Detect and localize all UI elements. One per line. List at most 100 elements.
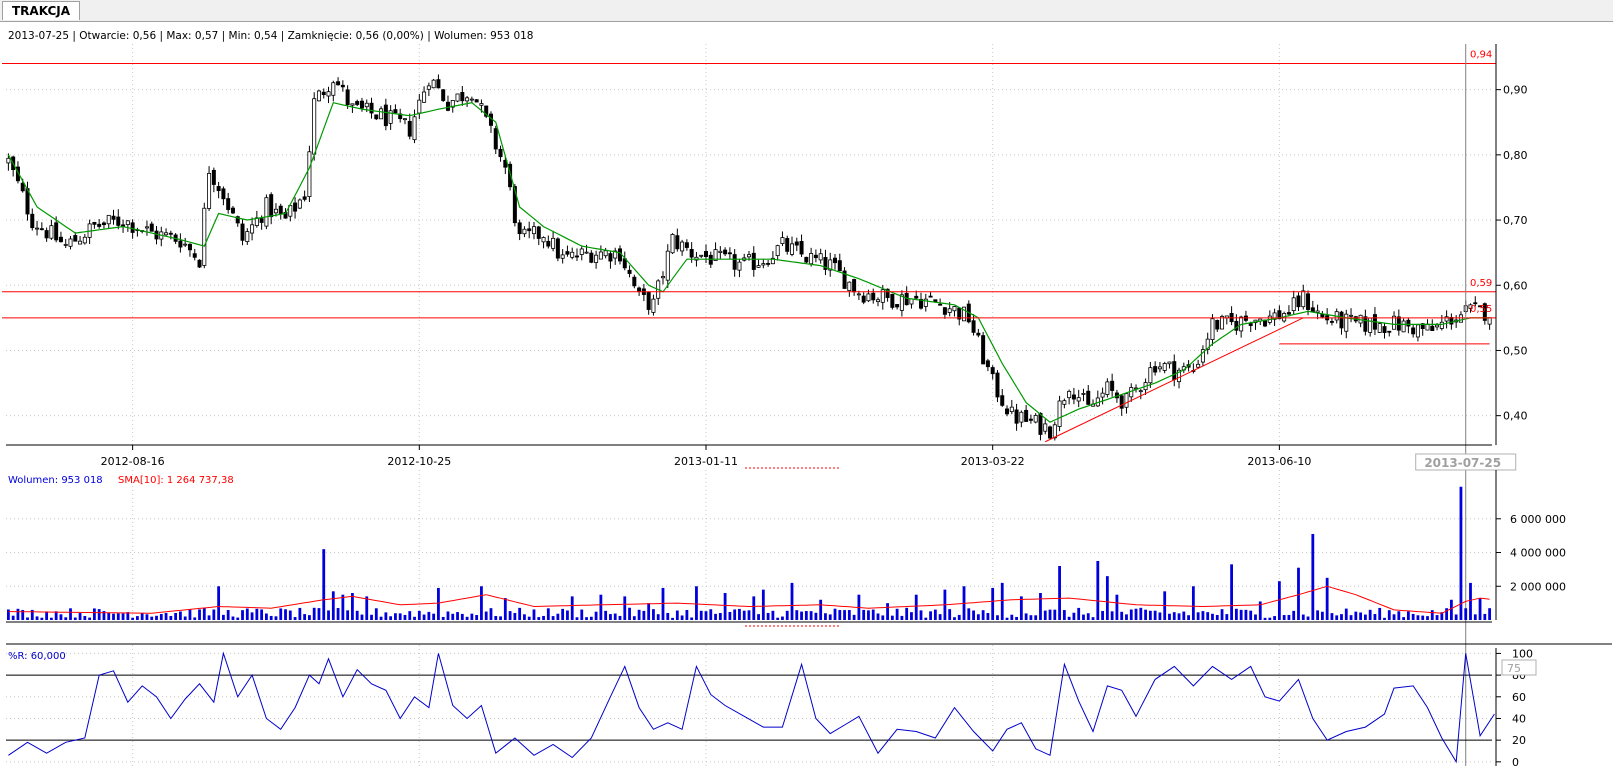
candle-body bbox=[211, 169, 216, 185]
candle-body bbox=[312, 98, 317, 155]
volume-bar bbox=[771, 610, 775, 620]
candle-body bbox=[1396, 316, 1401, 331]
candle-body bbox=[469, 98, 474, 101]
wr-y-tick-label: 0 bbox=[1512, 756, 1519, 766]
volume-bar bbox=[518, 607, 522, 620]
volume-bar bbox=[21, 609, 25, 620]
candle-body bbox=[680, 241, 685, 252]
stock-chart[interactable]: 0,940,590,55 0,400,500,600,700,800,90201… bbox=[0, 22, 1613, 766]
volume-bar bbox=[1115, 594, 1119, 620]
volume-bar bbox=[1368, 609, 1372, 620]
volume-bar bbox=[742, 610, 746, 620]
volume-bar bbox=[757, 614, 760, 620]
volume-panel bbox=[6, 486, 1492, 620]
volume-bar bbox=[585, 617, 588, 620]
volume-bar bbox=[919, 610, 923, 620]
volume-bar bbox=[938, 614, 942, 620]
candle-body bbox=[684, 242, 689, 248]
candle-body bbox=[455, 93, 460, 102]
candle-body bbox=[426, 85, 431, 90]
candle-body bbox=[627, 269, 632, 274]
candle-body bbox=[106, 214, 111, 225]
candle-body bbox=[527, 228, 532, 232]
candle-body bbox=[952, 306, 957, 312]
horizontal-line-label: 0,94 bbox=[1470, 50, 1492, 61]
candle-body bbox=[531, 226, 536, 235]
volume-bar bbox=[1172, 612, 1176, 620]
date-tick-label: 2012-08-16 bbox=[101, 455, 165, 468]
volume-bar bbox=[699, 610, 703, 620]
candle-body bbox=[92, 221, 97, 225]
volume-bar bbox=[69, 608, 72, 620]
volume-bar bbox=[413, 616, 416, 620]
candle-body bbox=[73, 235, 78, 242]
volume-bar bbox=[800, 611, 803, 620]
candle-body bbox=[58, 236, 63, 243]
volume-bar bbox=[193, 617, 197, 620]
candle-body bbox=[6, 157, 11, 164]
candle-body bbox=[1005, 408, 1010, 415]
volume-bar bbox=[150, 616, 154, 620]
volume-bar bbox=[140, 613, 144, 620]
tab-trakcja[interactable]: TRAKCJA bbox=[2, 1, 81, 20]
volume-bar bbox=[475, 615, 479, 620]
volume-bar bbox=[781, 616, 784, 620]
volume-bar bbox=[1182, 611, 1186, 620]
candle-body bbox=[1248, 323, 1253, 326]
volume-bar bbox=[761, 589, 765, 620]
candle-body bbox=[1043, 423, 1048, 432]
candle-body bbox=[1067, 390, 1072, 399]
candle-body bbox=[670, 234, 675, 254]
candle-body bbox=[1368, 317, 1373, 333]
candle-body bbox=[121, 224, 126, 227]
volume-bar bbox=[508, 611, 512, 620]
volume-bar bbox=[604, 610, 608, 620]
candle-body bbox=[1401, 320, 1406, 333]
volume-bar bbox=[198, 609, 201, 620]
candle-body bbox=[751, 252, 756, 270]
volume-bar bbox=[92, 608, 96, 620]
volume-legend-entry: Wolumen: 953 018 bbox=[8, 475, 103, 486]
candle-body bbox=[1306, 293, 1311, 310]
volume-bar bbox=[389, 616, 393, 620]
volume-bar bbox=[126, 612, 130, 620]
volume-bar bbox=[1225, 614, 1229, 620]
volume-bar bbox=[470, 613, 474, 620]
candle-body bbox=[192, 253, 197, 258]
candle-body bbox=[785, 238, 790, 252]
volume-bar bbox=[1335, 615, 1339, 620]
volume-bar bbox=[1306, 616, 1310, 620]
volume-bar bbox=[1473, 614, 1477, 620]
volume-bar bbox=[222, 614, 225, 620]
volume-bar bbox=[179, 611, 182, 620]
grid-lines bbox=[6, 44, 1492, 766]
volume-bar bbox=[847, 610, 851, 620]
candle-body bbox=[63, 243, 68, 246]
volume-bar bbox=[107, 612, 111, 620]
volume-bar bbox=[6, 609, 10, 620]
candle-body bbox=[1468, 304, 1473, 309]
volume-bar bbox=[1449, 599, 1453, 620]
volume-bar bbox=[1277, 581, 1281, 620]
candle-body bbox=[1215, 319, 1220, 330]
candle-body bbox=[235, 216, 240, 224]
candle-body bbox=[541, 237, 546, 243]
candle-body bbox=[383, 104, 388, 127]
volume-y-tick-label: 2 000 000 bbox=[1510, 580, 1566, 593]
candle-body bbox=[632, 276, 637, 287]
candle-body bbox=[1320, 313, 1325, 318]
volume-bar bbox=[628, 607, 631, 620]
volume-bar bbox=[1488, 608, 1492, 620]
volume-bar bbox=[1316, 610, 1319, 620]
candle-body bbox=[899, 294, 904, 311]
candle-body bbox=[1478, 305, 1483, 308]
volume-bar bbox=[561, 608, 565, 620]
volume-bar bbox=[245, 608, 249, 620]
volume-bar bbox=[365, 596, 369, 620]
volume-bar bbox=[293, 617, 297, 620]
volume-bar bbox=[704, 611, 708, 620]
price-y-tick-label: 0,50 bbox=[1503, 344, 1528, 357]
volume-legend-entry: SMA[10]: 1 264 737,38 bbox=[118, 475, 234, 486]
candle-body bbox=[302, 196, 307, 200]
date-tick-label: 2013-06-10 bbox=[1247, 455, 1311, 468]
